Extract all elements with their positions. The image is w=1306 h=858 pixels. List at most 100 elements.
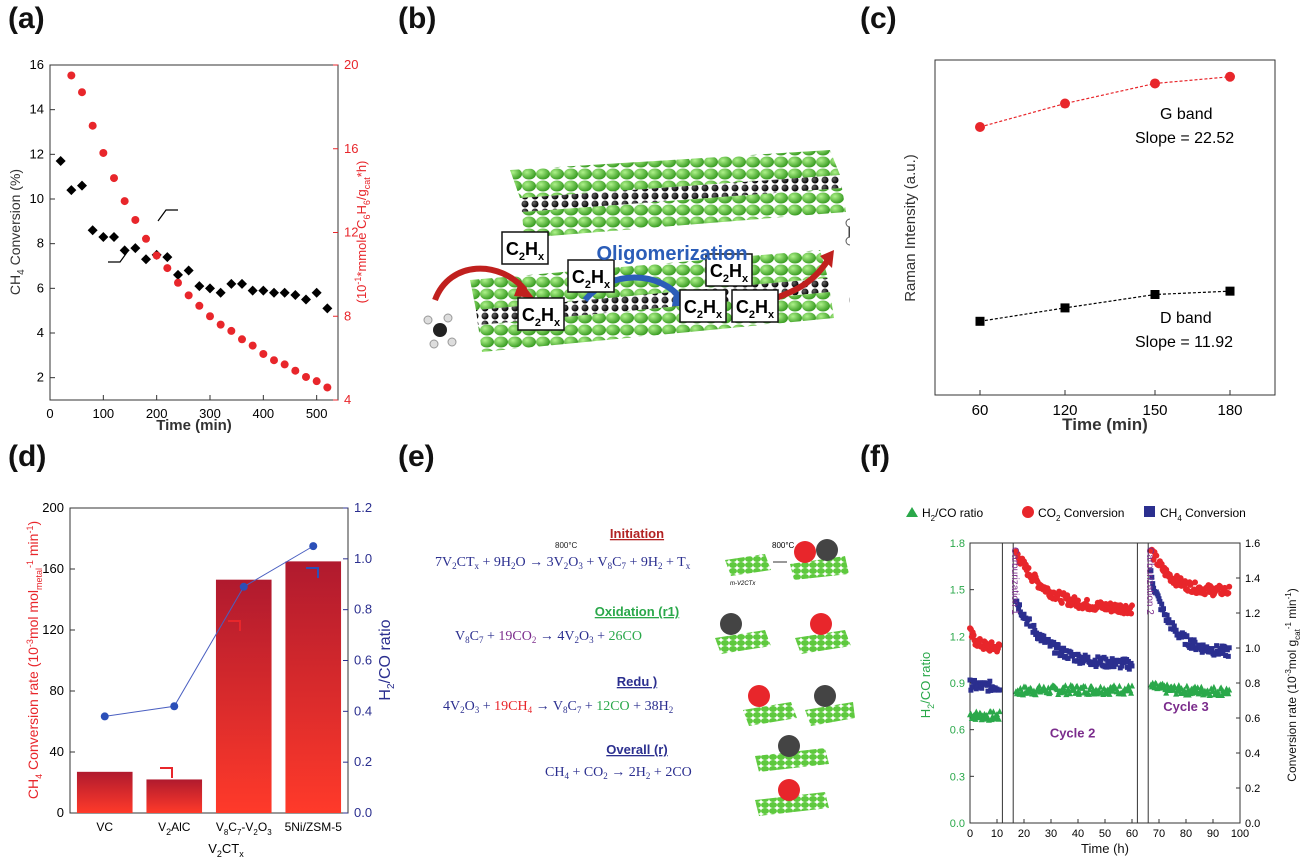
data-point-ch4 <box>1157 599 1163 605</box>
svg-text:H2/CO ratio: H2/CO ratio <box>377 619 397 700</box>
ratio-point <box>100 712 109 721</box>
data-point-benzene <box>270 356 278 365</box>
data-point-ch4 <box>1170 620 1175 626</box>
axis-flag-arrow <box>160 767 173 778</box>
data-point-ch4 <box>1091 660 1097 666</box>
y-tick-label-right: 1.4 <box>1245 573 1260 585</box>
x-tick-label: 120 <box>1052 402 1077 419</box>
c2hx-box <box>517 297 565 331</box>
y-tick-label-left: 1.5 <box>950 585 965 597</box>
chart-d: 0 40 80 120 160 200 0.0 0.2 0.4 0.6 0.8 1.0 1.2 VC V2… <box>25 500 397 858</box>
upper-lattice <box>510 150 846 238</box>
x-tick-label: 200 <box>146 406 168 421</box>
x-tick-label: 60 <box>1126 828 1138 840</box>
data-point-benzene <box>142 234 150 243</box>
data-point-ch4 <box>1085 654 1091 660</box>
data-point-ch4 <box>109 231 119 242</box>
y-tick-label-right: 1.2 <box>1245 608 1260 620</box>
c2hx-box <box>705 253 753 287</box>
data-point-d-band <box>975 316 985 326</box>
data-point-ch4 <box>87 225 98 236</box>
y-tick-label-right: 0.0 <box>354 805 372 820</box>
c2hx-box <box>731 289 779 323</box>
data-point-ch4 <box>1113 661 1119 667</box>
data-point-ch4 <box>1217 646 1223 652</box>
y-tick-label-right: 4 <box>344 392 351 407</box>
data-point-ch4 <box>130 243 141 254</box>
step-overall-title: Overall (r) <box>606 742 667 757</box>
ratio-point <box>170 702 179 711</box>
data-point-ch4 <box>1053 650 1058 656</box>
y-axis-label-left: CH4 Conversion rate (10-3mol molmetal-1 … <box>25 521 44 799</box>
scheme-b: C2Hx C2Hx C2Hx C2Hx C2Hx C2Hx Oligomerization <box>423 150 850 352</box>
data-point-co2 <box>1226 583 1233 590</box>
bar <box>215 579 272 813</box>
data-point-ch4 <box>1125 658 1131 664</box>
data-point-ch4 <box>1155 593 1161 599</box>
data-point-ch4 <box>972 680 978 686</box>
y-tick-label-left: 2 <box>37 370 44 385</box>
data-point-ch4 <box>194 281 205 292</box>
data-point-benzene <box>238 335 246 344</box>
data-point-ratio <box>1210 683 1217 690</box>
cycle-2-label: Cycle 2 <box>1050 725 1096 740</box>
carburization-label: Carburization 2 <box>1144 547 1155 615</box>
data-point-ch4 <box>1199 649 1205 655</box>
data-point-benzene <box>88 121 97 130</box>
data-point-ch4 <box>1024 621 1030 627</box>
y-tick-label-right: 8 <box>344 308 351 323</box>
data-point-co2 <box>1225 590 1232 597</box>
y-tick-label-left: 0.6 <box>950 725 965 737</box>
data-point-ch4 <box>978 682 984 688</box>
data-point-d-band <box>1060 303 1070 313</box>
data-point-ch4 <box>1184 633 1190 639</box>
data-point-ch4 <box>1173 627 1179 633</box>
data-point-ch4 <box>1045 636 1051 642</box>
data-point-ratio <box>1097 683 1104 690</box>
y-tick-label-right: 0.4 <box>1245 748 1260 760</box>
data-point-ch4 <box>311 287 322 298</box>
svg-text:(10-1*mmole C6H6/gcat*h): (10-1*mmole C6H6/gcat*h) <box>353 161 372 304</box>
data-point-ch4 <box>979 685 985 691</box>
eq-reduction: 4V2O3 + 19CH4 → V8C7 + 12CO + 38H2 <box>443 699 673 715</box>
data-point-ratio <box>1036 682 1043 689</box>
carburization-region <box>1136 542 1149 824</box>
data-point-ch4 <box>1055 642 1061 648</box>
data-point-ch4 <box>1108 661 1114 667</box>
data-point-ch4 <box>1014 598 1020 604</box>
y-tick-label-left: 160 <box>42 561 64 576</box>
c2hx-box <box>679 289 727 323</box>
data-point-ch4 <box>988 687 994 693</box>
data-point-ch4 <box>1031 622 1037 628</box>
data-point-ch4 <box>1198 647 1204 653</box>
y-tick-label-right: 1.0 <box>354 551 372 566</box>
data-point-ch4 <box>1223 653 1229 659</box>
data-point-benzene <box>78 88 86 97</box>
data-point-ch4 <box>1192 639 1198 645</box>
data-point-ratio <box>1032 691 1039 698</box>
methane-molecule <box>423 313 457 349</box>
x-tick-label: 0 <box>967 828 973 840</box>
x-tick-label: 20 <box>1018 828 1030 840</box>
data-point-ch4 <box>269 287 279 298</box>
data-point-ch4 <box>1164 612 1170 618</box>
data-point-ch4 <box>1021 611 1027 617</box>
data-point-ratio <box>1076 689 1083 696</box>
data-point-ch4 <box>1188 637 1193 643</box>
data-point-ch4 <box>1056 650 1062 656</box>
y-tick-label-left: 80 <box>50 683 64 698</box>
data-point-ch4 <box>1035 636 1041 642</box>
data-point-ch4 <box>1072 651 1078 657</box>
data-point-ch4 <box>141 254 151 265</box>
y-tick-label-right: 0.0 <box>1245 818 1260 830</box>
data-point-ch4 <box>258 285 269 296</box>
data-point-ch4 <box>1068 649 1074 655</box>
series-line <box>979 290 1231 322</box>
data-point-ch4 <box>247 285 258 296</box>
data-point-ch4 <box>1226 645 1232 651</box>
series-label: D band <box>1160 310 1212 327</box>
data-point-ch4 <box>322 303 333 314</box>
data-point-ch4 <box>1205 645 1211 651</box>
hydrogen-molecule <box>849 297 850 303</box>
data-point-benzene <box>174 278 182 287</box>
